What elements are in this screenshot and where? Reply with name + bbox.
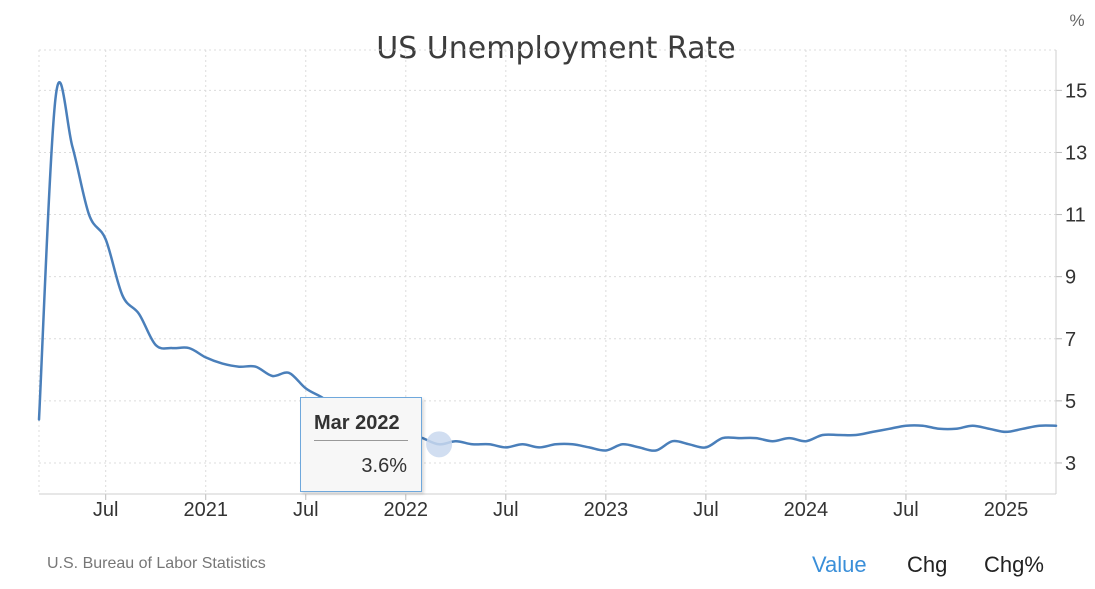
- data-point-2021-05: [270, 374, 274, 378]
- data-point-2022-09: [537, 445, 541, 449]
- data-point-2025-01: [1004, 430, 1008, 434]
- data-point-2020-05: [70, 144, 74, 148]
- data-point-2023-09: [737, 436, 741, 440]
- data-point-2020-12: [187, 346, 191, 350]
- data-point-2022-07: [504, 445, 508, 449]
- data-point-2022-08: [520, 442, 524, 446]
- data-point-2023-10: [754, 436, 758, 440]
- data-point-2021-04: [254, 365, 258, 369]
- tooltip-value: 3.6%: [361, 455, 407, 477]
- data-point-2024-10: [954, 427, 958, 431]
- x-tick-label-8: Jul: [893, 499, 919, 521]
- y-tick-label-4: 11: [1065, 205, 1086, 227]
- x-tick-label-9: 2025: [984, 499, 1029, 521]
- data-point-2020-07: [104, 237, 108, 241]
- data-point-2024-09: [937, 427, 941, 431]
- data-point-2024-02: [821, 433, 825, 437]
- y-axis-unit: %: [1069, 11, 1084, 30]
- data-point-2024-01: [804, 439, 808, 443]
- unemployment-rate-line[interactable]: [37, 81, 1058, 452]
- line-chart: US Unemployment Rate % 3 5 7 9 11 13 15 Jul 202…: [37, 11, 1087, 521]
- data-point-2025-03: [1037, 424, 1041, 428]
- data-point-2024-04: [854, 433, 858, 437]
- data-point-2023-02: [621, 442, 625, 446]
- y-tick-label-5: 13: [1065, 142, 1087, 164]
- y-tick-label-3: 9: [1065, 267, 1076, 289]
- hover-marker[interactable]: [426, 431, 453, 458]
- data-point-2023-01: [604, 449, 608, 453]
- x-tick-label-6: Jul: [693, 499, 719, 521]
- data-point-2023-03: [637, 445, 641, 449]
- chart-axes: [39, 50, 1062, 500]
- y-tick-label-0: 3: [1065, 453, 1076, 475]
- x-tick-label-7: 2024: [784, 499, 829, 521]
- gridlines: [38, 49, 1056, 494]
- data-point-2023-11: [771, 439, 775, 443]
- data-point-2020-08: [120, 293, 124, 297]
- x-tick-labels: Jul 2021 Jul 2022 Jul 2023 Jul 2024 Jul 2025: [93, 499, 1028, 521]
- data-point-2022-04: [454, 439, 458, 443]
- data-source: U.S. Bureau of Labor Statistics: [47, 555, 266, 572]
- x-tick-label-5: 2023: [584, 499, 629, 521]
- data-point-2021-03: [237, 365, 241, 369]
- data-point-2023-06: [687, 442, 691, 446]
- data-point-2020-11: [170, 346, 174, 350]
- data-point-2020-06: [87, 213, 91, 217]
- data-point-2021-07: [304, 386, 308, 390]
- data-point-2021-02: [220, 362, 224, 366]
- data-point-2021-06: [287, 371, 291, 375]
- data-point-2024-03: [837, 433, 841, 437]
- tab-chg[interactable]: Chg: [907, 552, 948, 577]
- data-point-2022-05: [470, 442, 474, 446]
- data-point-2023-07: [704, 445, 708, 449]
- x-tick-label-1: 2021: [183, 499, 228, 521]
- x-tick-label-4: Jul: [493, 499, 519, 521]
- x-tick-label-0: Jul: [93, 499, 119, 521]
- y-tick-label-6: 15: [1065, 80, 1087, 102]
- tab-chg-percent[interactable]: Chg%: [984, 552, 1044, 577]
- data-point-2024-06: [887, 427, 891, 431]
- data-point-2025-02: [1021, 427, 1025, 431]
- x-tick-label-3: 2022: [384, 499, 429, 521]
- data-point-2022-12: [587, 445, 591, 449]
- data-point-2024-08: [921, 424, 925, 428]
- data-point-2020-10: [154, 343, 158, 347]
- data-tooltip: Mar 2022 3.6%: [300, 397, 422, 492]
- tooltip-divider: [314, 440, 408, 441]
- data-point-2023-04: [654, 449, 658, 453]
- data-point-2021-01: [204, 355, 208, 359]
- data-point-2022-11: [571, 442, 575, 446]
- data-point-2023-08: [721, 436, 725, 440]
- data-point-2023-05: [671, 439, 675, 443]
- tooltip-date: Mar 2022: [314, 412, 400, 434]
- y-tick-labels: 3 5 7 9 11 13 15: [1065, 80, 1087, 475]
- data-point-2024-07: [904, 424, 908, 428]
- data-point-2024-05: [871, 430, 875, 434]
- chart-title: US Unemployment Rate: [376, 31, 735, 66]
- data-point-2024-12: [987, 427, 991, 431]
- data-point-2020-03: [37, 417, 41, 421]
- x-tick-label-2: Jul: [293, 499, 319, 521]
- data-point-2022-10: [554, 442, 558, 446]
- data-point-2024-11: [971, 424, 975, 428]
- data-point-2022-06: [487, 442, 491, 446]
- tab-value[interactable]: Value: [812, 552, 867, 577]
- data-point-2025-04: [1054, 424, 1058, 428]
- y-tick-label-2: 7: [1065, 329, 1076, 351]
- data-point-2020-09: [137, 312, 141, 316]
- data-points: [37, 95, 1058, 453]
- data-point-2020-04: [54, 95, 58, 99]
- data-point-2023-12: [787, 436, 791, 440]
- y-tick-label-1: 5: [1065, 391, 1076, 413]
